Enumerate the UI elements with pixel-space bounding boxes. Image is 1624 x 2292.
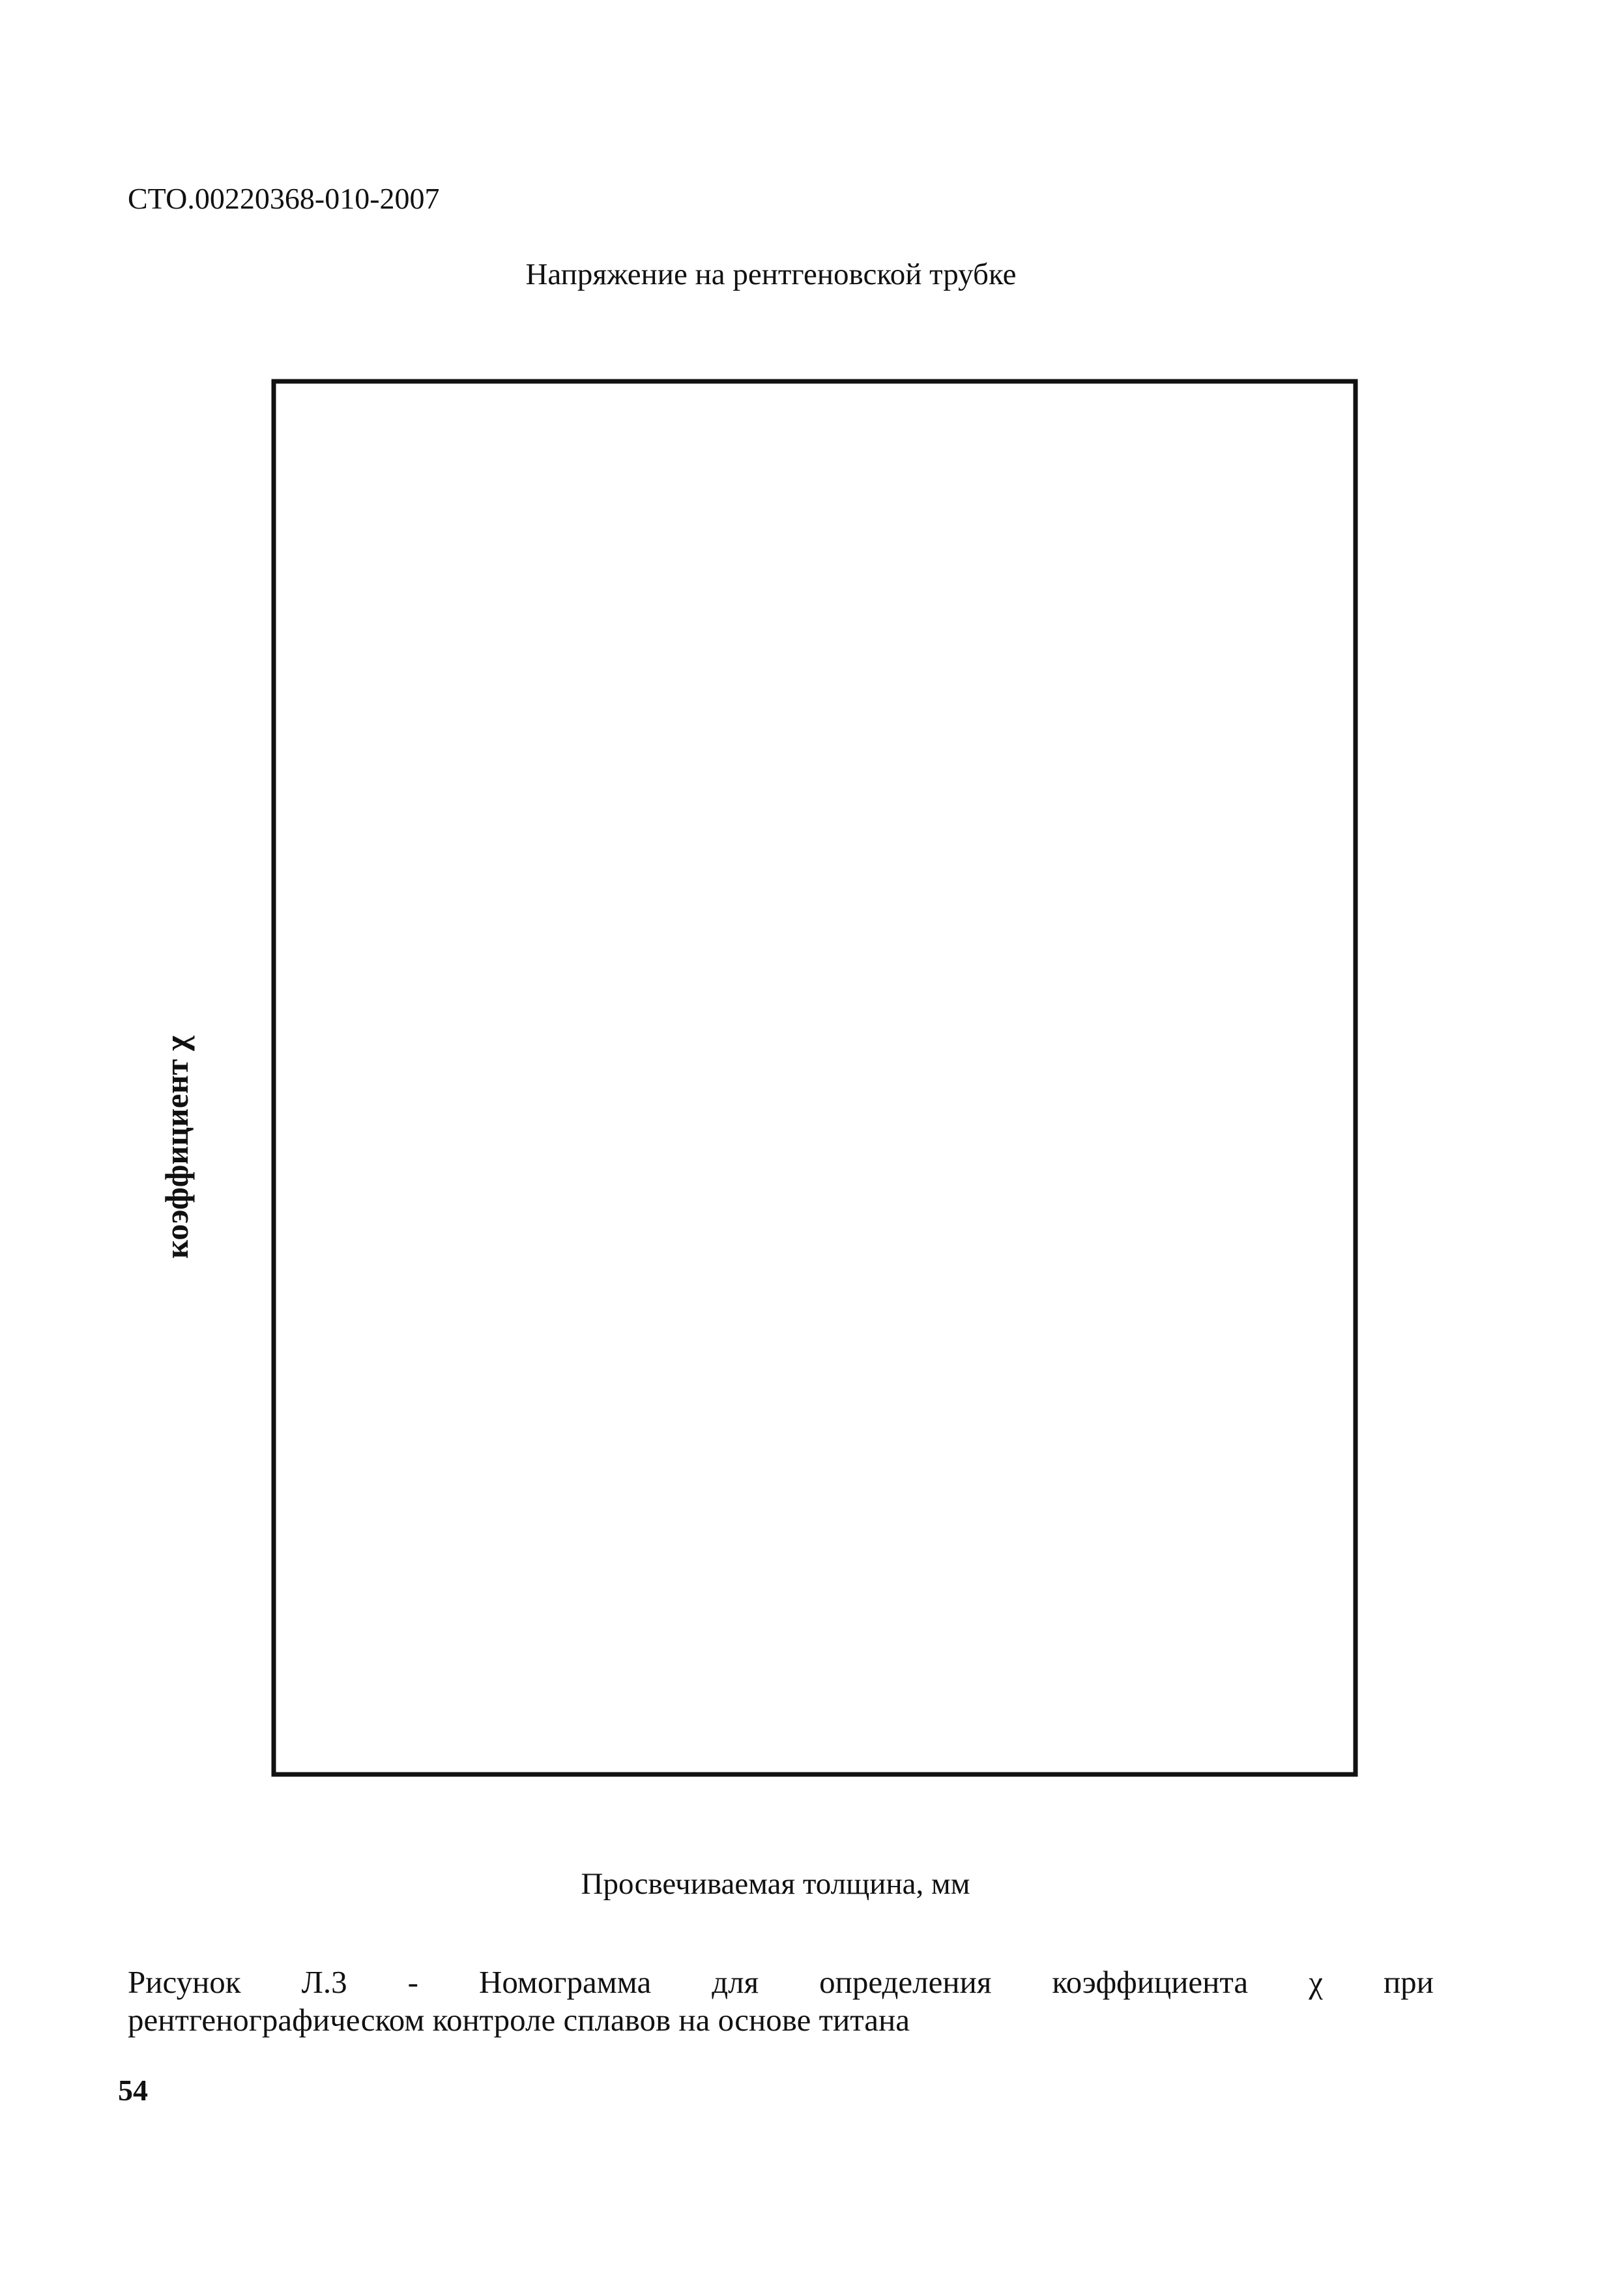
caption-word: Рисунок <box>128 1964 241 2000</box>
x-axis-label: Просвечиваемая толщина, мм <box>581 1867 970 1901</box>
page-number: 54 <box>118 2074 148 2107</box>
caption-word: Номограмма <box>478 1964 652 2000</box>
plot-frame <box>271 379 1358 1777</box>
caption-word: для <box>712 1964 759 2000</box>
caption-word: коэффициента <box>1052 1964 1249 2000</box>
document-code: СТО.00220368-010-2007 <box>128 182 440 215</box>
caption-word: - <box>407 1964 418 2000</box>
figure-caption-line-1: Рисунок Л.3 - Номограмма для определения коэфф… <box>128 1963 1434 2001</box>
chart-title: Напряжение на рентгеновской трубке <box>525 257 1016 291</box>
caption-word: χ <box>1309 1964 1323 2000</box>
y-axis-label: коэффициент χ <box>158 1035 195 1259</box>
caption-word: Л.3 <box>301 1964 347 2000</box>
figure-caption-line-2: рентгенографическом контроле сплавов на … <box>128 2002 910 2038</box>
caption-word: при <box>1383 1964 1434 2000</box>
caption-word: определения <box>819 1964 992 2000</box>
